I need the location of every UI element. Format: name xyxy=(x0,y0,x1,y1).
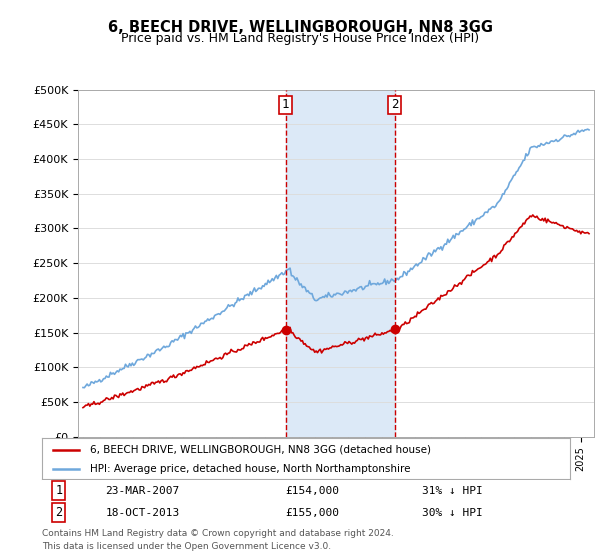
Text: 6, BEECH DRIVE, WELLINGBOROUGH, NN8 3GG: 6, BEECH DRIVE, WELLINGBOROUGH, NN8 3GG xyxy=(107,20,493,35)
Text: HPI: Average price, detached house, North Northamptonshire: HPI: Average price, detached house, Nort… xyxy=(89,464,410,474)
Text: 30% ↓ HPI: 30% ↓ HPI xyxy=(422,508,483,517)
Text: 6, BEECH DRIVE, WELLINGBOROUGH, NN8 3GG (detached house): 6, BEECH DRIVE, WELLINGBOROUGH, NN8 3GG … xyxy=(89,445,431,455)
Text: 18-OCT-2013: 18-OCT-2013 xyxy=(106,508,179,517)
Text: 23-MAR-2007: 23-MAR-2007 xyxy=(106,486,179,496)
Text: 2: 2 xyxy=(55,506,62,519)
Text: £155,000: £155,000 xyxy=(285,508,339,517)
Text: 31% ↓ HPI: 31% ↓ HPI xyxy=(422,486,483,496)
Text: 2: 2 xyxy=(391,99,398,111)
Text: Price paid vs. HM Land Registry's House Price Index (HPI): Price paid vs. HM Land Registry's House … xyxy=(121,32,479,45)
Text: Contains HM Land Registry data © Crown copyright and database right 2024.: Contains HM Land Registry data © Crown c… xyxy=(42,529,394,538)
Text: £154,000: £154,000 xyxy=(285,486,339,496)
Text: This data is licensed under the Open Government Licence v3.0.: This data is licensed under the Open Gov… xyxy=(42,542,331,550)
Text: 1: 1 xyxy=(282,99,289,111)
Bar xyxy=(286,90,395,437)
Text: 1: 1 xyxy=(55,484,62,497)
